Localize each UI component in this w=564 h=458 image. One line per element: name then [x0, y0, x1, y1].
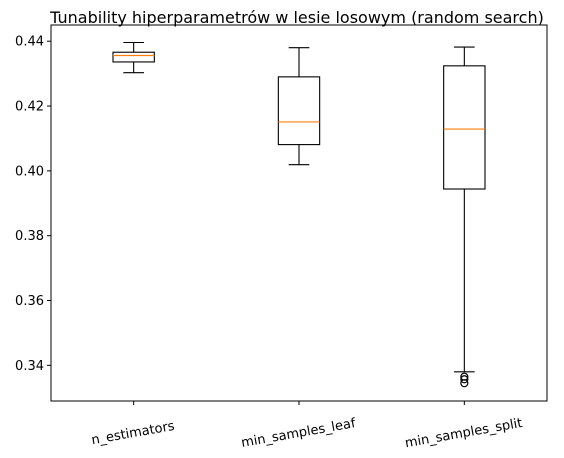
iqr-box	[112, 51, 155, 63]
plot-area	[112, 41, 486, 388]
y-tick-label: 0.34	[15, 359, 44, 374]
x-tick-label: min_samples_split	[404, 416, 524, 451]
box-group-min-samples-leaf	[277, 47, 321, 166]
axes-frame	[50, 24, 548, 402]
y-tick-label: 0.38	[15, 229, 44, 244]
box-group-min-samples-split	[443, 46, 486, 388]
x-axis: n_estimators min_samples_leaf min_samples_…	[90, 401, 524, 451]
outlier-point	[460, 375, 469, 384]
chart-title: Tunability hiperparametrów w lesie losow…	[49, 8, 544, 27]
x-tick-label: min_samples_leaf	[240, 416, 357, 451]
y-tick-label: 0.42	[15, 100, 44, 115]
x-tick-label: n_estimators	[90, 419, 176, 448]
y-axis: 0.34 0.36 0.38 0.40 0.42 0.44	[15, 35, 51, 374]
y-tick-label: 0.36	[15, 294, 44, 309]
iqr-box	[277, 76, 321, 146]
outlier-point	[460, 379, 469, 388]
y-tick-label: 0.40	[15, 164, 44, 179]
y-tick-label: 0.44	[15, 35, 44, 50]
iqr-box	[443, 65, 486, 190]
box-group-n-estimators	[112, 41, 155, 74]
